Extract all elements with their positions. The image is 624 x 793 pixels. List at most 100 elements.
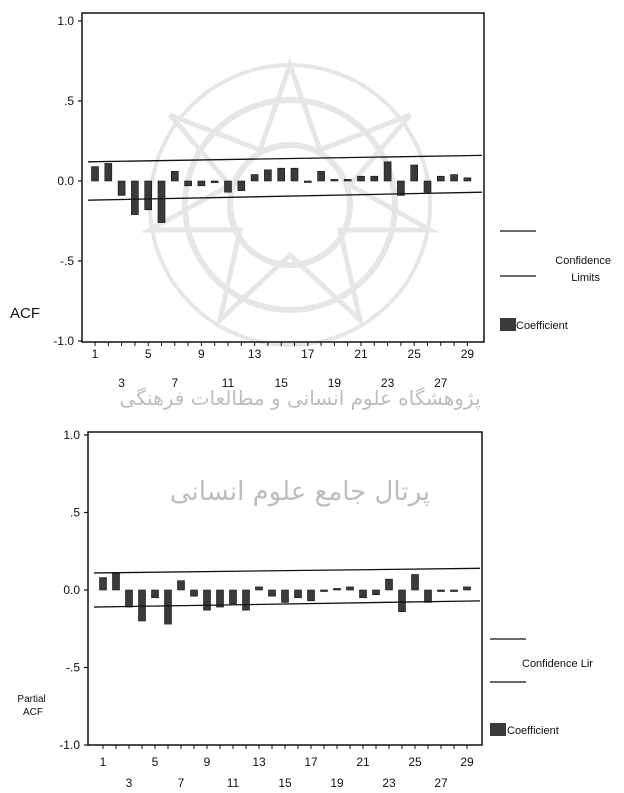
acf-coefficient-bar-lag-18 bbox=[317, 171, 325, 182]
watermark-text-line1: پژوهشگاه علوم انسانی و مطالعات فرهنگی bbox=[119, 386, 480, 411]
partial-acf-upper-confidence-limit bbox=[93, 567, 481, 574]
acf-coefficient-bar-lag-16 bbox=[290, 167, 299, 182]
acf-bars bbox=[91, 161, 472, 223]
partial-acf-coefficient-bar-lag-4 bbox=[138, 589, 146, 622]
acf-x-tick-label: 21 bbox=[354, 347, 368, 361]
partial-acf-bars bbox=[99, 572, 471, 625]
acf-x-tick-label: 29 bbox=[461, 347, 475, 361]
partial-acf-coefficient-bar-lag-28 bbox=[450, 589, 458, 592]
partial-acf-coefficient-bar-lag-21 bbox=[359, 589, 367, 599]
partial-acf-x-tick-label: 27 bbox=[434, 776, 448, 790]
partial-acf-coefficient-bar-lag-16 bbox=[294, 589, 302, 599]
acf-x-tick-label: 15 bbox=[275, 376, 289, 390]
acf-coefficient-bar-lag-3 bbox=[117, 180, 126, 196]
partial-acf-coefficient-bar-lag-7 bbox=[177, 580, 185, 591]
watermark-emblem bbox=[140, 57, 440, 347]
partial-acf-lower-confidence-limit bbox=[93, 600, 481, 608]
partial-acf-x-tick-label: 19 bbox=[330, 776, 344, 790]
acf-chart: 1.0.50.0-.5-1.0 1 5 9 13 17 21 25 293 7 11 15 19 23 2… bbox=[10, 12, 614, 390]
acf-coefficient-bar-lag-13 bbox=[250, 174, 259, 182]
partial-acf-x-tick-label: 11 bbox=[227, 776, 240, 790]
acf-coefficient-bar-lag-6 bbox=[157, 180, 166, 223]
partial-acf-x-tick-label: 29 bbox=[460, 755, 474, 769]
acf-x-tick-label: 27 bbox=[434, 376, 448, 390]
acf-coefficient-bar-lag-4 bbox=[131, 180, 139, 215]
acf-x-tick-label: 19 bbox=[328, 376, 342, 390]
acf-coefficient-bar-lag-26 bbox=[423, 180, 432, 193]
partial-acf-legend-coefficient-label: Coefficient bbox=[507, 725, 559, 737]
partial-acf-coefficient-bar-lag-15 bbox=[281, 589, 289, 603]
acf-coefficient-bar-lag-25 bbox=[410, 164, 419, 182]
partial-acf-x-tick-label: 3 bbox=[126, 776, 133, 790]
acf-x-tick-label: 9 bbox=[198, 347, 205, 361]
partial-acf-coefficient-bar-lag-23 bbox=[385, 578, 393, 591]
acf-coefficient-bar-lag-11 bbox=[224, 180, 232, 193]
partial-acf-confidence-limits bbox=[93, 567, 481, 608]
partial-acf-coefficient-bar-lag-20 bbox=[346, 586, 354, 591]
acf-coefficient-bar-lag-10 bbox=[210, 180, 219, 183]
partial-acf-y-tick-label: .5 bbox=[70, 506, 80, 520]
acf-x-tick-label: 11 bbox=[222, 376, 235, 390]
partial-acf-coefficient-bar-lag-22 bbox=[372, 589, 380, 595]
partial-acf-coefficient-bar-lag-1 bbox=[99, 577, 107, 591]
acf-lower-confidence-limit bbox=[87, 191, 483, 201]
acf-coefficient-bar-lag-2 bbox=[104, 163, 113, 182]
acf-coefficient-bar-lag-5 bbox=[144, 180, 152, 211]
partial-acf-coefficient-bar-lag-26 bbox=[424, 589, 432, 603]
partial-acf-x-tick-label: 23 bbox=[382, 776, 396, 790]
acf-upper-confidence-limit bbox=[87, 154, 483, 163]
partial-acf-legend: Confidence Lir Coefficient bbox=[490, 638, 593, 737]
partial-acf-coefficient-bar-lag-27 bbox=[437, 589, 445, 592]
acf-coefficient-bar-lag-14 bbox=[264, 169, 272, 182]
partial-acf-coefficient-bar-lag-11 bbox=[229, 589, 237, 605]
partial-acf-coefficient-bar-lag-12 bbox=[242, 589, 250, 611]
partial-acf-y-axis-label: Partial ACF bbox=[17, 694, 48, 718]
acf-coefficient-bar-lag-17 bbox=[303, 180, 312, 183]
partial-acf-chart: 1.0.50.0-.5-1.0 1 5 9 13 17 21 25 293 7 11 15 19 23 2… bbox=[17, 428, 593, 790]
acf-legend-confidence-label: Confidence Limits bbox=[555, 255, 614, 284]
partial-acf-x-tick-label: 17 bbox=[304, 755, 318, 769]
partial-acf-coefficient-bar-lag-6 bbox=[164, 589, 172, 625]
partial-acf-coefficient-bar-lag-2 bbox=[112, 572, 120, 591]
acf-y-tick-label: -.5 bbox=[60, 254, 74, 268]
acf-x-tick-label: 3 bbox=[118, 376, 125, 390]
acf-x-tick-label: 23 bbox=[381, 376, 395, 390]
partial-acf-legend-confidence-label: Confidence Lir bbox=[522, 658, 593, 670]
acf-x-tick-label: 7 bbox=[171, 376, 178, 390]
partial-acf-x-tick-label: 15 bbox=[278, 776, 292, 790]
partial-acf-y-tick-label: 1.0 bbox=[63, 428, 80, 442]
partial-acf-x-tick-label: 9 bbox=[204, 755, 211, 769]
acf-confidence-limits bbox=[87, 154, 483, 201]
partial-acf-coefficient-bar-lag-29 bbox=[463, 586, 471, 591]
acf-y-tick-label: 1.0 bbox=[57, 14, 74, 28]
acf-coefficient-bar-lag-29 bbox=[463, 177, 472, 182]
acf-coefficient-bar-lag-27 bbox=[436, 175, 445, 182]
partial-acf-coefficient-bar-lag-18 bbox=[320, 589, 328, 592]
acf-coefficient-bar-lag-21 bbox=[357, 175, 365, 182]
acf-y-tick-label: .5 bbox=[64, 94, 74, 108]
acf-coefficient-bar-lag-15 bbox=[277, 167, 286, 182]
acf-plot-frame bbox=[81, 12, 485, 343]
partial-acf-y-tick-label: 0.0 bbox=[63, 583, 80, 597]
partial-acf-x-axis: 1 5 9 13 17 21 25 293 7 11 15 19 23 27 bbox=[100, 745, 474, 790]
acf-coefficient-bar-lag-7 bbox=[171, 171, 179, 182]
acf-coefficient-bar-lag-8 bbox=[184, 180, 192, 187]
watermark-text-line2: پرتال جامع علوم انسانی bbox=[170, 477, 430, 507]
acf-y-axis-label: ACF bbox=[10, 305, 40, 322]
partial-acf-coefficient-bar-lag-19 bbox=[333, 588, 341, 591]
partial-acf-x-tick-label: 21 bbox=[356, 755, 370, 769]
partial-acf-coefficient-bar-lag-5 bbox=[151, 589, 159, 599]
acf-x-tick-label: 17 bbox=[301, 347, 315, 361]
partial-acf-legend-coefficient-swatch bbox=[490, 723, 506, 736]
partial-acf-coefficient-bar-lag-3 bbox=[125, 589, 133, 608]
acf-legend: Confidence Limits Coefficient bbox=[500, 230, 614, 332]
partial-acf-coefficient-bar-lag-9 bbox=[203, 589, 211, 611]
partial-acf-y-axis: 1.0 .5 0.0 -.5 -1.0 bbox=[59, 428, 88, 752]
partial-acf-x-tick-label: 25 bbox=[408, 755, 422, 769]
partial-acf-x-tick-label: 5 bbox=[152, 755, 159, 769]
partial-acf-coefficient-bar-lag-25 bbox=[411, 574, 419, 591]
acf-coefficient-bar-lag-20 bbox=[343, 179, 352, 182]
acf-x-tick-label: 1 bbox=[92, 347, 99, 361]
partial-acf-y-tick-label: -1.0 bbox=[59, 738, 80, 752]
